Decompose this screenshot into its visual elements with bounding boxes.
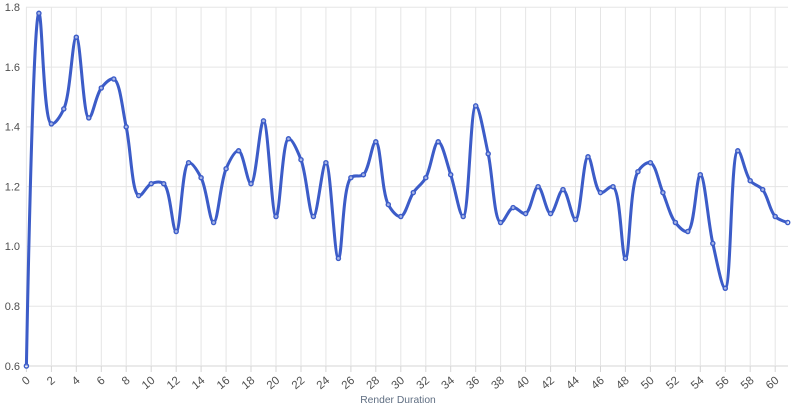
svg-text:0.8: 0.8	[5, 301, 20, 313]
svg-text:1.8: 1.8	[5, 2, 20, 14]
svg-text:1.4: 1.4	[5, 122, 20, 134]
svg-text:0.6: 0.6	[5, 361, 20, 373]
svg-text:Render Duration: Render Duration	[360, 395, 436, 406]
svg-text:1.0: 1.0	[5, 241, 20, 253]
svg-text:1.6: 1.6	[5, 62, 20, 74]
svg-text:1.2: 1.2	[5, 181, 20, 193]
